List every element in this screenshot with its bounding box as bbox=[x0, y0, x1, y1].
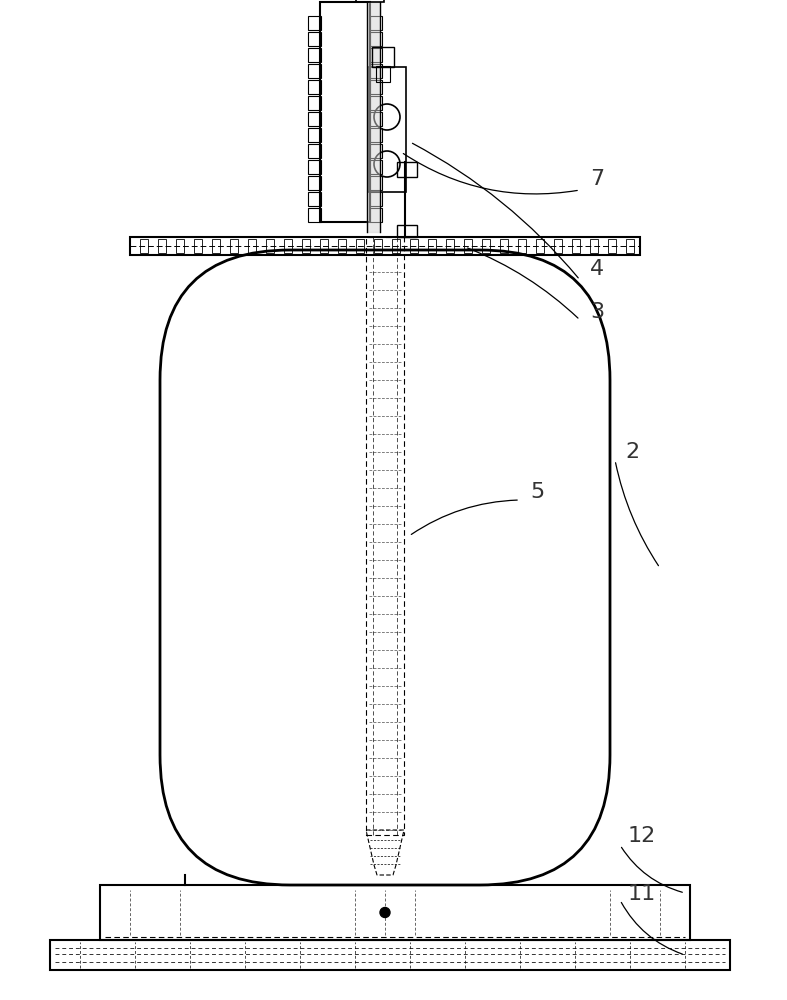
Bar bbox=[370, 112, 382, 126]
Bar bbox=[370, 208, 382, 222]
Bar bbox=[572, 239, 580, 253]
Bar bbox=[370, 176, 382, 190]
Bar bbox=[50, 940, 730, 970]
Bar bbox=[356, 239, 364, 253]
Bar bbox=[266, 239, 274, 253]
Bar bbox=[308, 176, 321, 190]
Bar bbox=[308, 64, 321, 78]
Bar bbox=[590, 239, 598, 253]
Bar bbox=[194, 239, 202, 253]
Bar bbox=[397, 225, 417, 237]
Bar bbox=[626, 239, 634, 253]
Bar bbox=[100, 885, 690, 940]
Bar bbox=[464, 239, 472, 253]
Bar bbox=[308, 96, 321, 110]
Bar bbox=[482, 239, 490, 253]
Bar bbox=[370, 48, 382, 62]
Bar bbox=[370, 160, 382, 174]
Bar bbox=[212, 239, 220, 253]
Bar bbox=[370, 96, 382, 110]
Circle shape bbox=[380, 908, 390, 918]
Text: 4: 4 bbox=[590, 259, 604, 279]
Text: 11: 11 bbox=[628, 884, 656, 904]
Bar bbox=[392, 239, 400, 253]
Bar bbox=[368, 67, 406, 192]
Bar bbox=[302, 239, 310, 253]
Bar bbox=[372, 47, 394, 67]
Bar bbox=[130, 237, 640, 255]
Bar bbox=[370, 32, 382, 46]
Bar bbox=[308, 192, 321, 206]
Bar bbox=[320, 2, 370, 222]
Text: 7: 7 bbox=[590, 169, 604, 189]
Text: 3: 3 bbox=[590, 302, 604, 322]
Bar bbox=[428, 239, 436, 253]
Bar bbox=[370, 192, 382, 206]
Text: 2: 2 bbox=[625, 442, 639, 462]
Bar bbox=[374, 239, 382, 253]
Bar bbox=[308, 16, 321, 30]
Bar bbox=[370, 64, 382, 78]
Bar bbox=[308, 144, 321, 158]
Text: 5: 5 bbox=[530, 482, 545, 502]
Bar bbox=[536, 239, 544, 253]
Bar bbox=[140, 239, 148, 253]
Bar bbox=[554, 239, 562, 253]
Bar bbox=[248, 239, 256, 253]
Bar bbox=[370, 80, 382, 94]
Bar bbox=[518, 239, 526, 253]
Bar bbox=[308, 32, 321, 46]
Bar bbox=[284, 239, 292, 253]
Bar bbox=[366, 237, 404, 835]
Bar bbox=[370, 128, 382, 142]
Bar bbox=[230, 239, 238, 253]
Bar bbox=[308, 112, 321, 126]
FancyBboxPatch shape bbox=[160, 250, 610, 885]
Bar bbox=[308, 128, 321, 142]
Bar bbox=[356, 0, 384, 2]
Bar bbox=[308, 160, 321, 174]
Bar bbox=[338, 239, 346, 253]
Bar bbox=[308, 48, 321, 62]
Bar bbox=[176, 239, 184, 253]
Bar bbox=[308, 208, 321, 222]
Bar bbox=[320, 239, 328, 253]
Bar bbox=[376, 66, 390, 82]
Bar bbox=[158, 239, 166, 253]
Bar bbox=[500, 239, 508, 253]
Text: 12: 12 bbox=[628, 826, 656, 846]
Bar bbox=[370, 144, 382, 158]
Bar bbox=[370, 16, 382, 30]
Bar bbox=[608, 239, 616, 253]
Bar bbox=[446, 239, 454, 253]
Bar bbox=[397, 162, 417, 177]
Bar bbox=[410, 239, 418, 253]
Bar bbox=[308, 80, 321, 94]
